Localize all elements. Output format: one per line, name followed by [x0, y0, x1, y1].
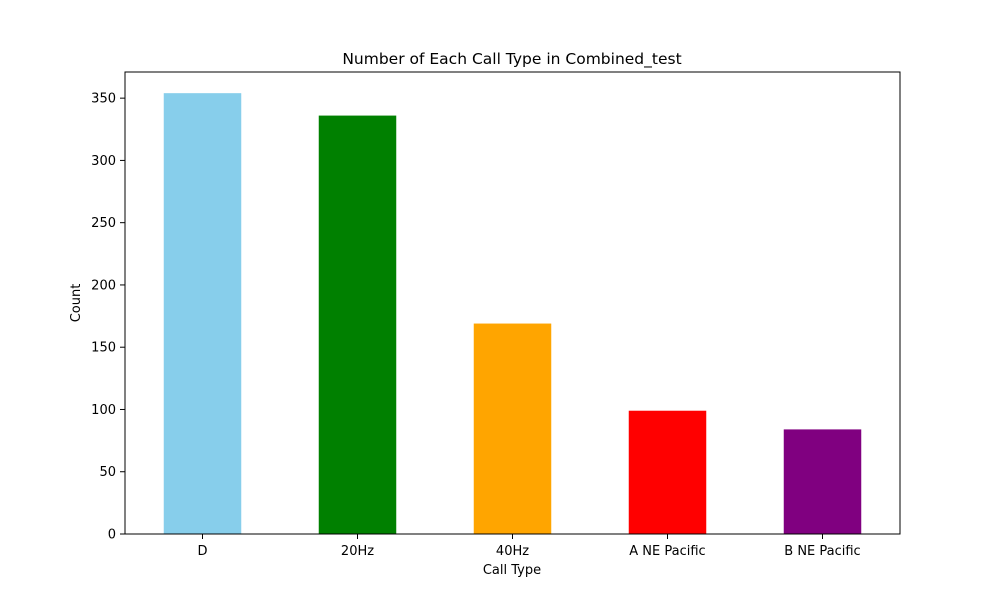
- chart-title: Number of Each Call Type in Combined_tes…: [342, 50, 681, 69]
- bar: [163, 93, 242, 535]
- axes-layer: D 20Hz 40Hz A NE Pacific B NE Pacific 0 50 100 1…: [91, 71, 901, 559]
- x-tick-label: 20Hz: [341, 544, 374, 559]
- y-tick-label: 150: [91, 341, 116, 356]
- bar: [318, 115, 397, 534]
- y-tick-label: 0: [108, 528, 116, 543]
- y-tick-label: 50: [99, 465, 116, 480]
- bars-layer: [163, 93, 862, 535]
- y-tick-label: 350: [91, 92, 116, 107]
- x-tick-label: A NE Pacific: [629, 544, 705, 559]
- x-tick-label: B NE Pacific: [784, 544, 860, 559]
- x-tick-label: 40Hz: [496, 544, 529, 559]
- x-axis-label: Call Type: [483, 563, 541, 578]
- y-tick-label: 100: [91, 403, 116, 418]
- bar: [628, 410, 707, 534]
- y-tick-label: 200: [91, 278, 116, 293]
- y-axis-label: Count: [69, 284, 84, 323]
- bar: [783, 429, 862, 534]
- x-tick-label: D: [197, 544, 207, 559]
- y-tick-label: 250: [91, 216, 116, 231]
- plot-frame: [124, 71, 901, 535]
- bar: [473, 323, 552, 534]
- y-tick-label: 300: [91, 154, 116, 169]
